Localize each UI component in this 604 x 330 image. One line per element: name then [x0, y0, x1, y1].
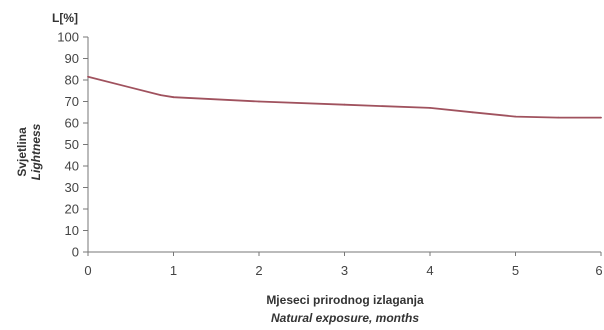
- y-tick-label: 40: [65, 159, 79, 174]
- x-axis-title-local: Mjeseci prirodnog izlaganja: [266, 293, 424, 307]
- data-point: [343, 103, 346, 106]
- data-point: [600, 116, 602, 119]
- x-tick-label: 4: [426, 263, 433, 278]
- data-point: [514, 115, 517, 118]
- data-point: [87, 75, 89, 78]
- data-point: [429, 107, 431, 109]
- y-tick-label: 50: [65, 137, 79, 152]
- y-tick-label: 10: [65, 223, 79, 238]
- x-axis-ticks: 0 1 2 3 4 5 6: [84, 252, 603, 278]
- data-point: [557, 116, 560, 119]
- y-unit-label: L[%]: [52, 11, 78, 25]
- y-tick-label: 100: [57, 30, 79, 45]
- series-group: [87, 75, 602, 119]
- x-tick-label: 3: [341, 263, 348, 278]
- y-axis-title: Svjetlina Lightness: [15, 123, 43, 180]
- y-tick-label: 70: [65, 94, 79, 109]
- y-tick-label: 90: [65, 51, 79, 66]
- x-tick-label: 0: [84, 263, 91, 278]
- x-axis-title-english: Natural exposure, months: [271, 311, 419, 325]
- y-tick-label: 80: [65, 73, 79, 88]
- x-tick-label: 5: [512, 263, 519, 278]
- x-tick-label: 2: [255, 263, 262, 278]
- x-tick-label: 6: [595, 263, 602, 278]
- x-tick-label: 1: [170, 263, 177, 278]
- y-axis-ticks: 0 10 20 30 40 50 60 70 80 90 100: [57, 30, 88, 260]
- data-point: [471, 111, 474, 114]
- y-tick-label: 0: [72, 245, 79, 260]
- y-axis-title-english: Lightness: [29, 123, 43, 180]
- data-point: [258, 100, 260, 103]
- y-tick-label: 30: [65, 180, 79, 195]
- series-line-0: [87, 75, 601, 119]
- data-point: [172, 96, 175, 99]
- y-tick-label: 20: [65, 202, 79, 217]
- y-tick-label: 60: [65, 116, 79, 131]
- data-point: [159, 94, 162, 96]
- y-axis-title-local: Svjetlina: [15, 127, 29, 177]
